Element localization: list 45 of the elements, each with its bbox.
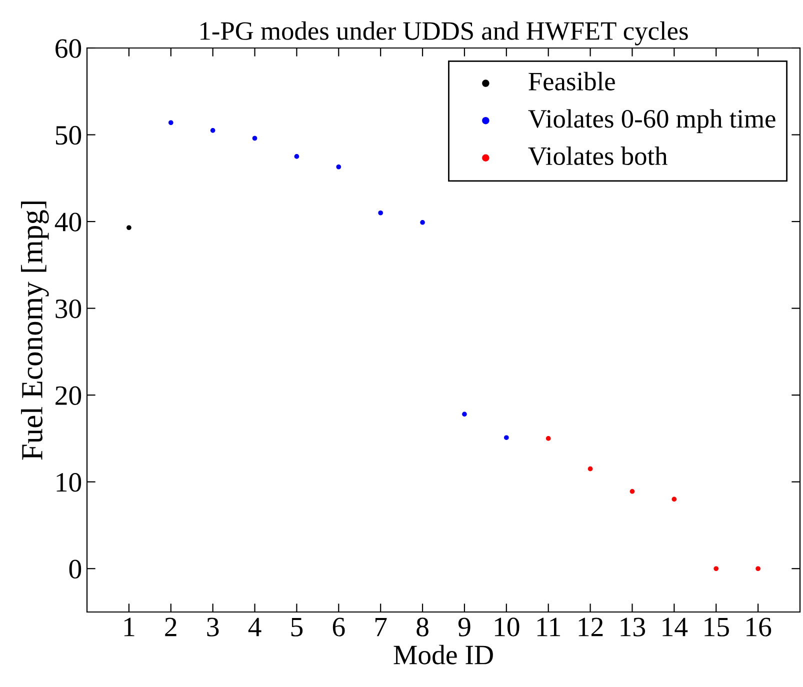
y-tick-label: 10 — [56, 473, 82, 492]
x-tick-label: 1 — [124, 618, 134, 636]
x-tick-label: 7 — [375, 618, 387, 636]
x-tick-label: 15 — [704, 618, 729, 636]
x-tick-label: 5 — [291, 618, 303, 636]
y-tick-label: 20 — [56, 386, 82, 405]
point — [462, 412, 467, 417]
y-tick-label: 0 — [69, 560, 82, 579]
x-tick-label: 2 — [165, 618, 176, 636]
x-tick-label: 8 — [416, 618, 428, 636]
x-tick-label: 4 — [248, 618, 262, 636]
x-tick-label: 11 — [537, 618, 560, 636]
point — [378, 210, 383, 216]
point — [126, 225, 132, 230]
x-tick-label: 3 — [207, 618, 219, 636]
y-tick-label: 30 — [56, 299, 82, 318]
point — [294, 154, 300, 159]
point — [588, 466, 593, 472]
point — [672, 496, 677, 502]
legend-label: Feasible — [528, 72, 615, 90]
legend-label: Violates both — [528, 146, 668, 166]
x-tick-label: 6 — [332, 618, 345, 636]
point — [210, 128, 216, 133]
point — [630, 488, 635, 494]
point — [336, 164, 342, 170]
x-tick-label: 12 — [578, 618, 603, 636]
point — [252, 136, 258, 141]
x-tick-label: 13 — [620, 618, 646, 636]
point — [546, 436, 551, 441]
y-tick-label: 50 — [56, 126, 82, 145]
point — [714, 566, 719, 572]
y-tick-label: 60 — [56, 39, 82, 58]
x-tick-label: 9 — [458, 618, 470, 636]
x-tick-label: 14 — [662, 618, 688, 636]
point — [168, 120, 174, 126]
y-axis-title: Fuel Economy [mpg] — [21, 202, 49, 460]
x-axis-title: Mode ID — [394, 644, 493, 664]
point — [420, 220, 425, 225]
y-tick-label: 40 — [54, 212, 82, 232]
legend-label: Violates 0-60 mph time — [528, 109, 776, 134]
chart-title: 1-PG modes under UDDS and HWFET cycles — [200, 21, 688, 46]
x-tick-label: 16 — [746, 618, 772, 636]
point — [504, 435, 509, 440]
x-tick-label: 10 — [494, 618, 520, 636]
point — [756, 566, 760, 572]
